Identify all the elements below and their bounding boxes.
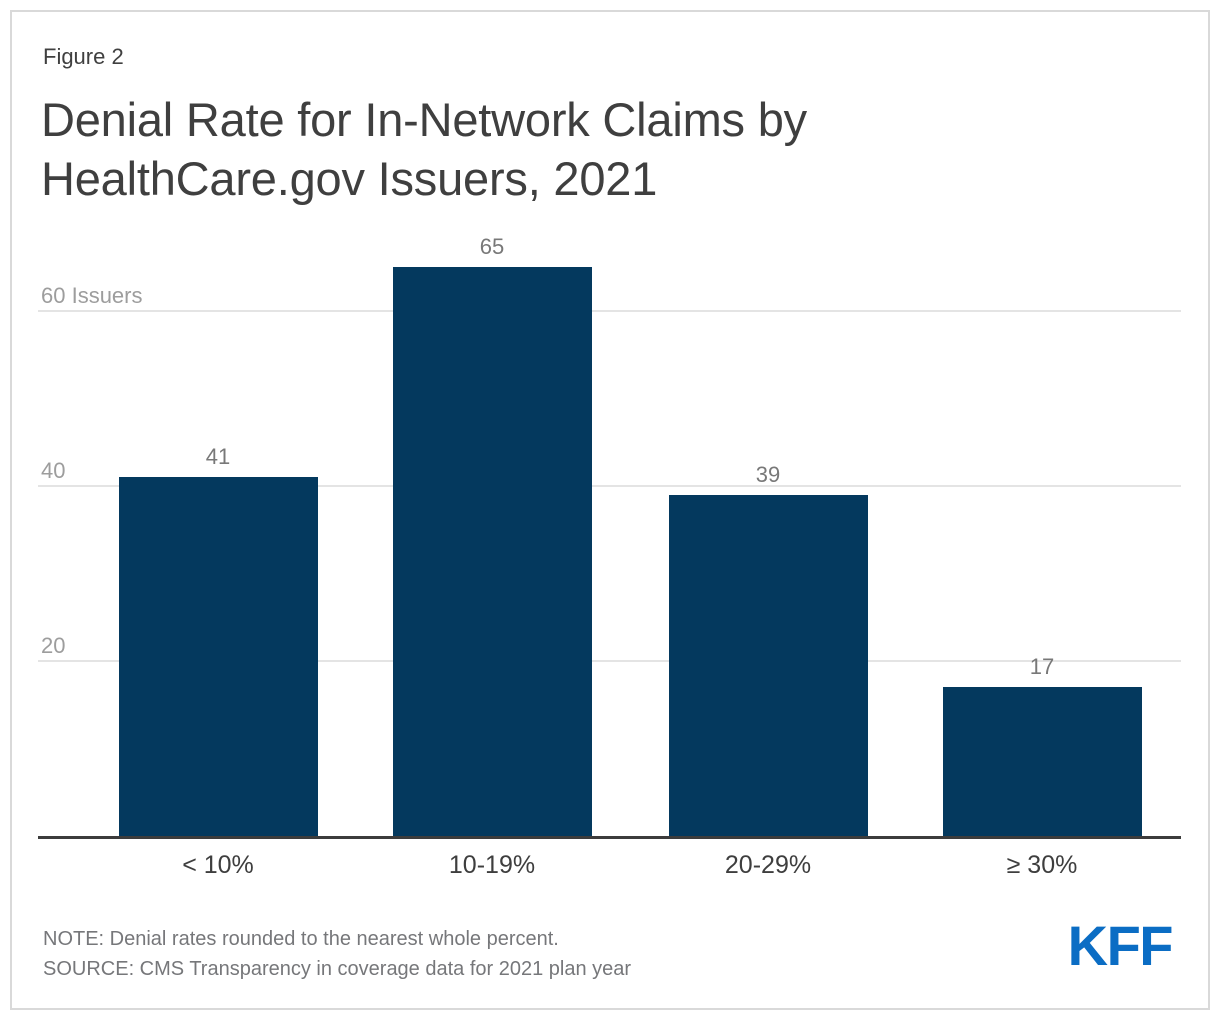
chart-title-line-2: HealthCare.gov Issuers, 2021	[41, 152, 658, 205]
y-gridline	[38, 660, 1181, 662]
y-axis-tick-label: 40	[41, 458, 66, 483]
bar	[942, 687, 1142, 836]
footnote-block: NOTE: Denial rates rounded to the neares…	[43, 924, 631, 984]
figure-number-label: Figure 2	[43, 44, 124, 69]
bar	[392, 267, 592, 836]
bar-value-label: 65	[479, 234, 505, 259]
y-axis-tick-label: 60 Issuers	[41, 283, 143, 308]
y-gridline	[38, 310, 1181, 312]
source-text: SOURCE: CMS Transparency in coverage dat…	[43, 958, 632, 980]
x-axis-category-label: < 10%	[182, 851, 254, 879]
x-axis-line	[38, 836, 1181, 839]
note-text: NOTE: Denial rates rounded to the neares…	[43, 928, 559, 950]
bar-value-label: 39	[755, 462, 781, 487]
chart-title-line-1: Denial Rate for In-Network Claims by	[41, 93, 807, 146]
chart-title: Denial Rate for In-Network Claims by Hea…	[41, 90, 807, 208]
x-axis-category-label: ≥ 30%	[1006, 851, 1078, 879]
y-axis-tick-label: 20	[41, 633, 66, 658]
bar	[668, 495, 868, 836]
bar-value-label: 17	[1029, 654, 1055, 679]
bar	[118, 477, 318, 836]
x-axis-category-label: 10-19%	[448, 851, 536, 879]
bar-value-label: 41	[205, 444, 231, 469]
kff-logo: KFF	[1067, 914, 1174, 977]
y-gridline	[38, 485, 1181, 487]
x-axis-category-label: 20-29%	[724, 851, 812, 879]
